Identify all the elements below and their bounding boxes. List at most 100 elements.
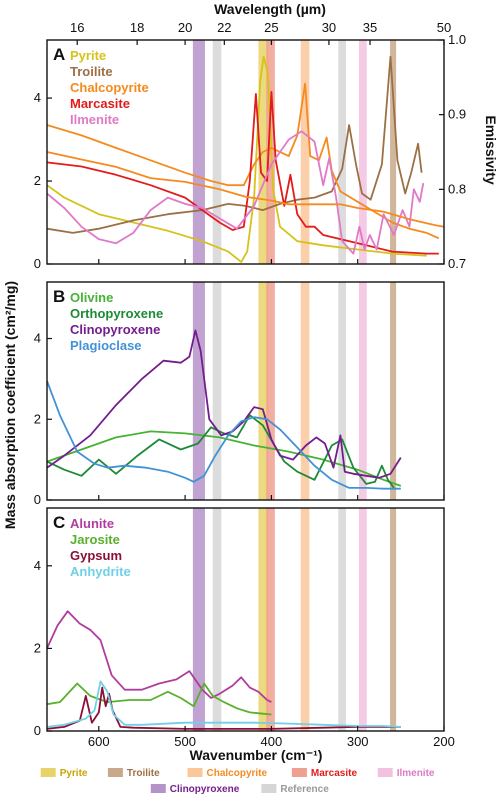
top-tick-label: 35 — [363, 20, 377, 35]
legend-swatch — [150, 784, 166, 793]
legend-marcasite: Marcasite — [70, 96, 130, 111]
top-axis-label: Wavelength (µm) — [214, 1, 326, 17]
legend-swatch — [377, 768, 393, 777]
top-tick-label: 25 — [264, 20, 278, 35]
legend-swatch — [187, 768, 203, 777]
band-troilite — [390, 282, 397, 500]
right-tick-label: 0.8 — [448, 181, 466, 196]
legend-label-clinopyroxene: Clinopyroxene — [170, 784, 240, 795]
legend-label-pyrite: Pyrite — [60, 768, 88, 779]
right-tick-label: 1.0 — [448, 32, 466, 47]
legend-swatch — [291, 768, 307, 777]
band-reference — [212, 40, 222, 264]
y-tick-label: 4 — [34, 558, 41, 573]
band-clinopyroxene — [192, 282, 205, 500]
panel-frame — [46, 39, 445, 265]
y-tick-label: 0 — [34, 723, 41, 738]
band-chalcopyrite — [300, 282, 310, 500]
legend-ilmenite: Ilmenite — [70, 112, 119, 127]
plot-area: 0 2 4 A PyriteTroiliteChalcopyriteMarcasiteI… — [34, 20, 466, 749]
y-tick-label: 0 — [34, 492, 41, 507]
legend-swatch — [40, 768, 56, 777]
band-troilite — [390, 40, 397, 264]
legend-swatch — [107, 768, 123, 777]
y-axis-label: Mass absorption coefficient (cm²/mg) — [2, 281, 18, 529]
panel-label: A — [53, 45, 65, 64]
band-marcasite — [266, 508, 275, 731]
series-anhydrite — [46, 680, 401, 728]
legend-chalcopyrite: Chalcopyrite — [70, 80, 149, 95]
legend-label-marcasite: Marcasite — [311, 768, 358, 779]
top-tick-label: 50 — [437, 20, 451, 35]
legend-olivine: Olivine — [70, 290, 113, 305]
y-tick-label: 0 — [34, 256, 41, 271]
band-legend: Pyrite Troilite Chalcopyrite Marcasite Ilmen… — [40, 768, 435, 795]
series-plagioclase — [46, 380, 401, 490]
legend-anhydrite: Anhydrite — [70, 564, 131, 579]
band-reference — [338, 508, 347, 731]
series-chalcopyrite — [46, 82, 440, 240]
panel-a: 0 2 4 A PyriteTroiliteChalcopyriteMarcasiteI… — [34, 39, 445, 271]
y-tick-label: 4 — [34, 331, 41, 346]
panel-frame — [46, 281, 445, 501]
panel-label: B — [53, 287, 65, 306]
series-olivine — [46, 430, 402, 487]
band-marcasite — [266, 40, 275, 264]
x-tick-label: 500 — [174, 734, 196, 749]
legend-plagioclase: Plagioclase — [70, 338, 142, 353]
legend-label-ilmenite: Ilmenite — [397, 768, 435, 779]
band-marcasite — [266, 282, 275, 500]
top-tick-label: 20 — [178, 20, 192, 35]
y-tick-label: 2 — [34, 173, 41, 188]
right-axis-label: Emissivity — [483, 115, 498, 184]
right-tick-label: 0.7 — [448, 256, 466, 271]
panel-frame — [46, 507, 445, 732]
legend-clinopyroxene: Clinopyroxene — [70, 322, 160, 337]
band-pyrite — [258, 282, 269, 500]
band-reference — [212, 282, 222, 500]
y-tick-label: 2 — [34, 411, 41, 426]
series-alunite — [46, 610, 272, 703]
legend-pyrite: Pyrite — [70, 48, 106, 63]
band-pyrite — [258, 508, 269, 731]
right-tick-label: 0.9 — [448, 107, 466, 122]
top-tick-label: 22 — [217, 20, 231, 35]
band-clinopyroxene — [192, 508, 205, 731]
series-emissivity — [46, 151, 445, 228]
top-tick-label: 18 — [130, 20, 144, 35]
legend-jarosite: Jarosite — [70, 532, 120, 547]
band-chalcopyrite — [300, 40, 310, 264]
x-tick-label: 200 — [433, 734, 455, 749]
x-tick-label: 600 — [88, 734, 110, 749]
top-tick-label: 16 — [70, 20, 84, 35]
legend-troilite: Troilite — [70, 64, 113, 79]
band-ilmenite — [358, 508, 367, 731]
y-tick-label: 4 — [34, 90, 41, 105]
legend-swatch — [261, 784, 277, 793]
legend-alunite: Alunite — [70, 516, 114, 531]
series-ilmenite — [46, 130, 425, 255]
legend-label-reference: Reference — [280, 784, 329, 795]
panel-label: C — [53, 513, 65, 532]
series-jarosite — [46, 682, 272, 716]
legend-orthopyroxene: Orthopyroxene — [70, 306, 163, 321]
band-troilite — [390, 508, 397, 731]
legend-gypsum: Gypsum — [70, 548, 122, 563]
legend-label-chalcopyrite: Chalcopyrite — [207, 768, 268, 779]
top-tick-label: 30 — [322, 20, 336, 35]
legend-label-troilite: Troilite — [127, 768, 160, 779]
band-chalcopyrite — [300, 508, 310, 731]
series-orthopyroxene — [46, 414, 395, 489]
x-axis-label: Wavenumber (cm⁻¹) — [190, 747, 323, 763]
band-ilmenite — [358, 40, 367, 264]
series-clinopyroxene — [46, 329, 402, 479]
band-reference — [338, 40, 347, 264]
x-tick-label: 300 — [347, 734, 369, 749]
band-ilmenite — [358, 282, 367, 500]
x-tick-label: 400 — [261, 734, 283, 749]
band-reference — [212, 508, 222, 731]
series-marcasite — [46, 91, 439, 255]
band-clinopyroxene — [192, 40, 205, 264]
